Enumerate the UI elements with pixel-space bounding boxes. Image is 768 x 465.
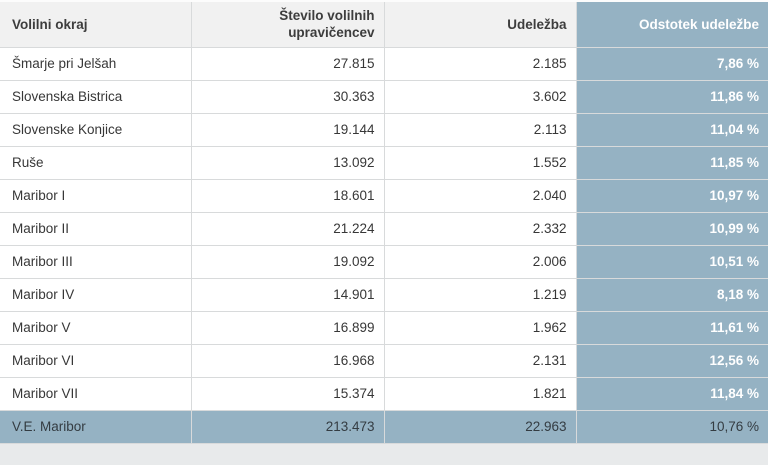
top-strip bbox=[0, 0, 768, 2]
table-row: Maribor VI 16.968 2.131 12,56 % bbox=[0, 344, 768, 378]
eligible-voters-cell: 13.092 bbox=[190, 146, 384, 180]
table-row: Šmarje pri Jelšah 27.815 2.185 7,86 % bbox=[0, 47, 768, 81]
eligible-voters-cell: 15.374 bbox=[190, 377, 384, 411]
district-cell: Maribor V bbox=[0, 311, 191, 345]
table-row: Maribor V 16.899 1.962 11,61 % bbox=[0, 311, 768, 345]
turnout-cell: 2.185 bbox=[383, 47, 576, 81]
district-cell: Maribor II bbox=[0, 212, 191, 246]
table-row: Slovenske Konjice 19.144 2.113 11,04 % bbox=[0, 113, 768, 147]
total-turnout-percent-cell: 10,76 % bbox=[575, 410, 768, 444]
turnout-percent-cell: 11,86 % bbox=[575, 80, 768, 114]
total-eligible-voters-cell: 213.473 bbox=[190, 410, 384, 444]
turnout-percent-cell: 11,04 % bbox=[575, 113, 768, 147]
turnout-cell: 1.552 bbox=[383, 146, 576, 180]
turnout-cell: 3.602 bbox=[383, 80, 576, 114]
eligible-voters-cell: 14.901 bbox=[190, 278, 384, 312]
turnout-cell: 1.219 bbox=[383, 278, 576, 312]
eligible-voters-cell: 16.899 bbox=[190, 311, 384, 345]
turnout-percent-cell: 12,56 % bbox=[575, 344, 768, 378]
table-row: Ruše 13.092 1.552 11,85 % bbox=[0, 146, 768, 180]
table-row: Maribor IV 14.901 1.219 8,18 % bbox=[0, 278, 768, 312]
col-header-turnout: Udeležba bbox=[383, 2, 576, 48]
district-cell: Ruše bbox=[0, 146, 191, 180]
header-row: Volilni okraj Število volilnih upravičen… bbox=[0, 2, 768, 48]
turnout-cell: 2.332 bbox=[383, 212, 576, 246]
district-cell: Slovenske Konjice bbox=[0, 113, 191, 147]
turnout-cell: 2.113 bbox=[383, 113, 576, 147]
turnout-percent-cell: 10,97 % bbox=[575, 179, 768, 213]
total-turnout-cell: 22.963 bbox=[383, 410, 576, 444]
district-cell: Šmarje pri Jelšah bbox=[0, 47, 191, 81]
turnout-percent-cell: 11,85 % bbox=[575, 146, 768, 180]
turnout-percent-cell: 11,61 % bbox=[575, 311, 768, 345]
table-row: Slovenska Bistrica 30.363 3.602 11,86 % bbox=[0, 80, 768, 114]
table-row: Maribor I 18.601 2.040 10,97 % bbox=[0, 179, 768, 213]
turnout-cell: 2.006 bbox=[383, 245, 576, 279]
district-cell: Maribor III bbox=[0, 245, 191, 279]
eligible-voters-cell: 16.968 bbox=[190, 344, 384, 378]
table-row: Maribor II 21.224 2.332 10,99 % bbox=[0, 212, 768, 246]
district-cell: Maribor IV bbox=[0, 278, 191, 312]
turnout-cell: 1.962 bbox=[383, 311, 576, 345]
turnout-cell: 2.040 bbox=[383, 179, 576, 213]
eligible-voters-cell: 27.815 bbox=[190, 47, 384, 81]
participation-table: Volilni okraj Število volilnih upravičen… bbox=[0, 2, 768, 444]
eligible-voters-cell: 30.363 bbox=[190, 80, 384, 114]
district-cell: Maribor VI bbox=[0, 344, 191, 378]
district-cell: Maribor I bbox=[0, 179, 191, 213]
turnout-percent-cell: 10,99 % bbox=[575, 212, 768, 246]
district-cell: Slovenska Bistrica bbox=[0, 80, 191, 114]
turnout-percent-cell: 7,86 % bbox=[575, 47, 768, 81]
turnout-cell: 1.821 bbox=[383, 377, 576, 411]
col-header-turnout-percent: Odstotek udeležbe bbox=[575, 2, 768, 48]
table-row: Maribor III 19.092 2.006 10,51 % bbox=[0, 245, 768, 279]
eligible-voters-cell: 18.601 bbox=[190, 179, 384, 213]
turnout-percent-cell: 8,18 % bbox=[575, 278, 768, 312]
turnout-percent-cell: 11,84 % bbox=[575, 377, 768, 411]
eligible-voters-cell: 19.144 bbox=[190, 113, 384, 147]
table-row: Maribor VII 15.374 1.821 11,84 % bbox=[0, 377, 768, 411]
eligible-voters-cell: 19.092 bbox=[190, 245, 384, 279]
eligible-voters-cell: 21.224 bbox=[190, 212, 384, 246]
total-district-cell: V.E. Maribor bbox=[0, 410, 191, 444]
total-row: V.E. Maribor 213.473 22.963 10,76 % bbox=[0, 410, 768, 444]
col-header-district: Volilni okraj bbox=[0, 2, 191, 48]
turnout-percent-cell: 10,51 % bbox=[575, 245, 768, 279]
turnout-cell: 2.131 bbox=[383, 344, 576, 378]
col-header-eligible-voters: Število volilnih upravičencev bbox=[190, 2, 384, 48]
district-cell: Maribor VII bbox=[0, 377, 191, 411]
